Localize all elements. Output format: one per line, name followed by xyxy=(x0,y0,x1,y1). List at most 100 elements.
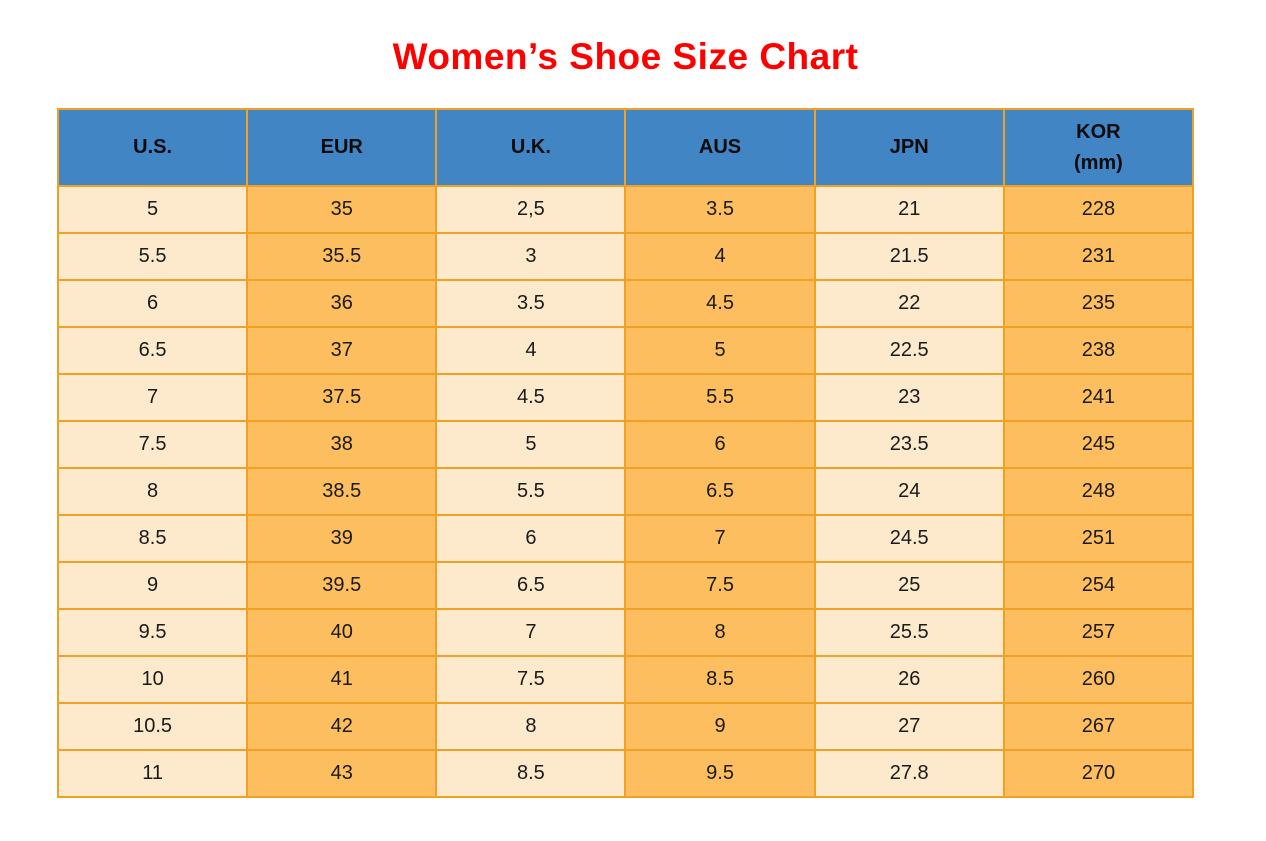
column-header-label: U.S. xyxy=(133,136,173,158)
table-row: 5 35 2,5 3.5 21 228 xyxy=(56,185,1195,234)
table-cell: 235 xyxy=(1002,279,1195,328)
table-cell: 22.5 xyxy=(813,326,1005,375)
table-row: 8 38.5 5.5 6.5 24 248 xyxy=(56,467,1195,516)
table-cell: 257 xyxy=(1002,608,1195,657)
table-cell: 23.5 xyxy=(813,420,1005,469)
column-header-kor: KOR (mm) xyxy=(1002,108,1195,187)
column-header-us: U.S. xyxy=(56,108,249,187)
table-cell: 42 xyxy=(246,702,438,751)
table-cell: 38 xyxy=(246,420,438,469)
table-cell: 40 xyxy=(246,608,438,657)
table-cell: 10 xyxy=(56,655,249,704)
column-header-label: EUR xyxy=(320,136,363,158)
table-cell: 3 xyxy=(435,232,627,281)
table-cell: 267 xyxy=(1002,702,1195,751)
table-cell: 11 xyxy=(56,749,249,798)
table-cell: 26 xyxy=(813,655,1005,704)
table-cell: 7.5 xyxy=(435,655,627,704)
table-cell: 8.5 xyxy=(435,749,627,798)
table-cell: 6.5 xyxy=(435,561,627,610)
table-cell: 228 xyxy=(1002,185,1195,234)
table-cell: 8 xyxy=(56,467,249,516)
column-header-label: AUS xyxy=(698,136,742,158)
table-cell: 8.5 xyxy=(56,514,249,563)
table-cell: 27 xyxy=(813,702,1005,751)
table-cell: 4 xyxy=(435,326,627,375)
table-cell: 5.5 xyxy=(624,373,816,422)
table-row: 11 43 8.5 9.5 27.8 270 xyxy=(56,749,1195,798)
table-cell: 7.5 xyxy=(624,561,816,610)
table-cell: 251 xyxy=(1002,514,1195,563)
table-cell: 4.5 xyxy=(435,373,627,422)
table-row: 8.5 39 6 7 24.5 251 xyxy=(56,514,1195,563)
table-cell: 24.5 xyxy=(813,514,1005,563)
table-cell: 5.5 xyxy=(435,467,627,516)
table-cell: 3.5 xyxy=(624,185,816,234)
table-row: 7.5 38 5 6 23.5 245 xyxy=(56,420,1195,469)
table-cell: 43 xyxy=(246,749,438,798)
table-cell: 23 xyxy=(813,373,1005,422)
table-cell: 35 xyxy=(246,185,438,234)
table-cell: 41 xyxy=(246,655,438,704)
table-header-row: U.S. EUR U.K. AUS JPN xyxy=(56,108,1195,187)
table-cell: 245 xyxy=(1002,420,1195,469)
table-cell: 24 xyxy=(813,467,1005,516)
table-cell: 241 xyxy=(1002,373,1195,422)
table-row: 9.5 40 7 8 25.5 257 xyxy=(56,608,1195,657)
table-cell: 238 xyxy=(1002,326,1195,375)
table-cell: 37 xyxy=(246,326,438,375)
table-cell: 25.5 xyxy=(813,608,1005,657)
table-cell: 5.5 xyxy=(56,232,249,281)
table-cell: 7 xyxy=(624,514,816,563)
table-row: 5.5 35.5 3 4 21.5 231 xyxy=(56,232,1195,281)
table-row: 6.5 37 4 5 22.5 238 xyxy=(56,326,1195,375)
table-cell: 231 xyxy=(1002,232,1195,281)
table-cell: 7.5 xyxy=(56,420,249,469)
table-cell: 7 xyxy=(435,608,627,657)
table-cell: 37.5 xyxy=(246,373,438,422)
column-header-eur: EUR xyxy=(246,108,438,187)
table-cell: 6 xyxy=(624,420,816,469)
table-cell: 6 xyxy=(435,514,627,563)
table-row: 10.5 42 8 9 27 267 xyxy=(56,702,1195,751)
table-cell: 3.5 xyxy=(435,279,627,328)
page-title: Women’s Shoe Size Chart xyxy=(392,36,859,77)
table-cell: 25 xyxy=(813,561,1005,610)
table-cell: 27.8 xyxy=(813,749,1005,798)
table-cell: 2,5 xyxy=(435,185,627,234)
table-cell: 270 xyxy=(1002,749,1195,798)
table-cell: 9 xyxy=(624,702,816,751)
table-cell: 21 xyxy=(813,185,1005,234)
table-cell: 5 xyxy=(56,185,249,234)
table-cell: 254 xyxy=(1002,561,1195,610)
column-header-jpn: JPN xyxy=(813,108,1005,187)
table-cell: 7 xyxy=(56,373,249,422)
table-cell: 35.5 xyxy=(246,232,438,281)
column-header-label: JPN xyxy=(889,136,929,158)
table-cell: 6.5 xyxy=(624,467,816,516)
table-cell: 9.5 xyxy=(624,749,816,798)
table-cell: 9.5 xyxy=(56,608,249,657)
table-cell: 6.5 xyxy=(56,326,249,375)
table-cell: 6 xyxy=(56,279,249,328)
column-header-sublabel: (mm) xyxy=(1073,151,1123,174)
table-cell: 8 xyxy=(435,702,627,751)
table-cell: 10.5 xyxy=(56,702,249,751)
table-cell: 22 xyxy=(813,279,1005,328)
table-cell: 9 xyxy=(56,561,249,610)
table-cell: 39.5 xyxy=(246,561,438,610)
table-row: 10 41 7.5 8.5 26 260 xyxy=(56,655,1195,704)
table-row: 7 37.5 4.5 5.5 23 241 xyxy=(56,373,1195,422)
table-cell: 4.5 xyxy=(624,279,816,328)
table-cell: 5 xyxy=(624,326,816,375)
table-cell: 39 xyxy=(246,514,438,563)
table-cell: 4 xyxy=(624,232,816,281)
table-row: 9 39.5 6.5 7.5 25 254 xyxy=(56,561,1195,610)
column-header-uk: U.K. xyxy=(435,108,627,187)
table-cell: 8 xyxy=(624,608,816,657)
table-header: U.S. EUR U.K. AUS JPN xyxy=(56,108,1195,187)
column-header-aus: AUS xyxy=(624,108,816,187)
column-header-label: U.K. xyxy=(510,136,551,158)
table-cell: 8.5 xyxy=(624,655,816,704)
